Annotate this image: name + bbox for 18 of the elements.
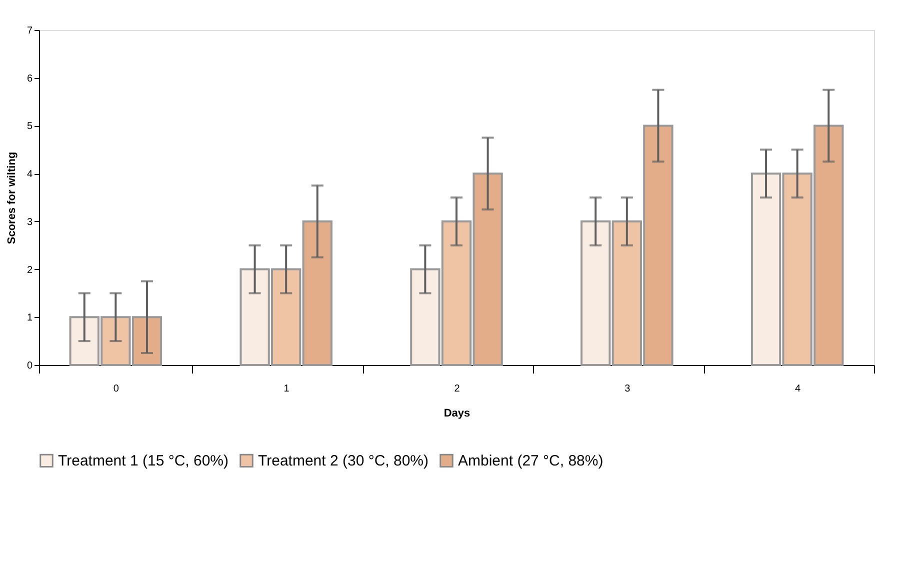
legend-label: Treatment 2 (30 °C, 80%) [258,452,429,470]
legend-label: Treatment 1 (15 °C, 60%) [58,452,229,470]
x-tick-label: 2 [454,384,460,394]
x-tick-label: 4 [795,384,802,394]
y-tick-label: 4 [26,169,33,180]
y-tick-label: 3 [26,216,33,228]
y-tick-label: 0 [26,360,33,372]
y-tick-label: 6 [26,73,33,84]
y-tick-label: 7 [26,26,33,36]
y-axis-title: Scores for wilting [6,152,18,244]
y-tick-label: 2 [26,264,33,276]
x-tick-label: 0 [113,384,120,394]
legend-label: Ambient (27 °C, 88%) [458,452,604,470]
x-tick-label: 3 [624,384,631,394]
y-tick-label: 1 [26,312,33,324]
x-tick-label: 1 [284,384,290,394]
x-axis-title: Days [444,408,470,420]
y-tick-label: 5 [26,121,33,132]
